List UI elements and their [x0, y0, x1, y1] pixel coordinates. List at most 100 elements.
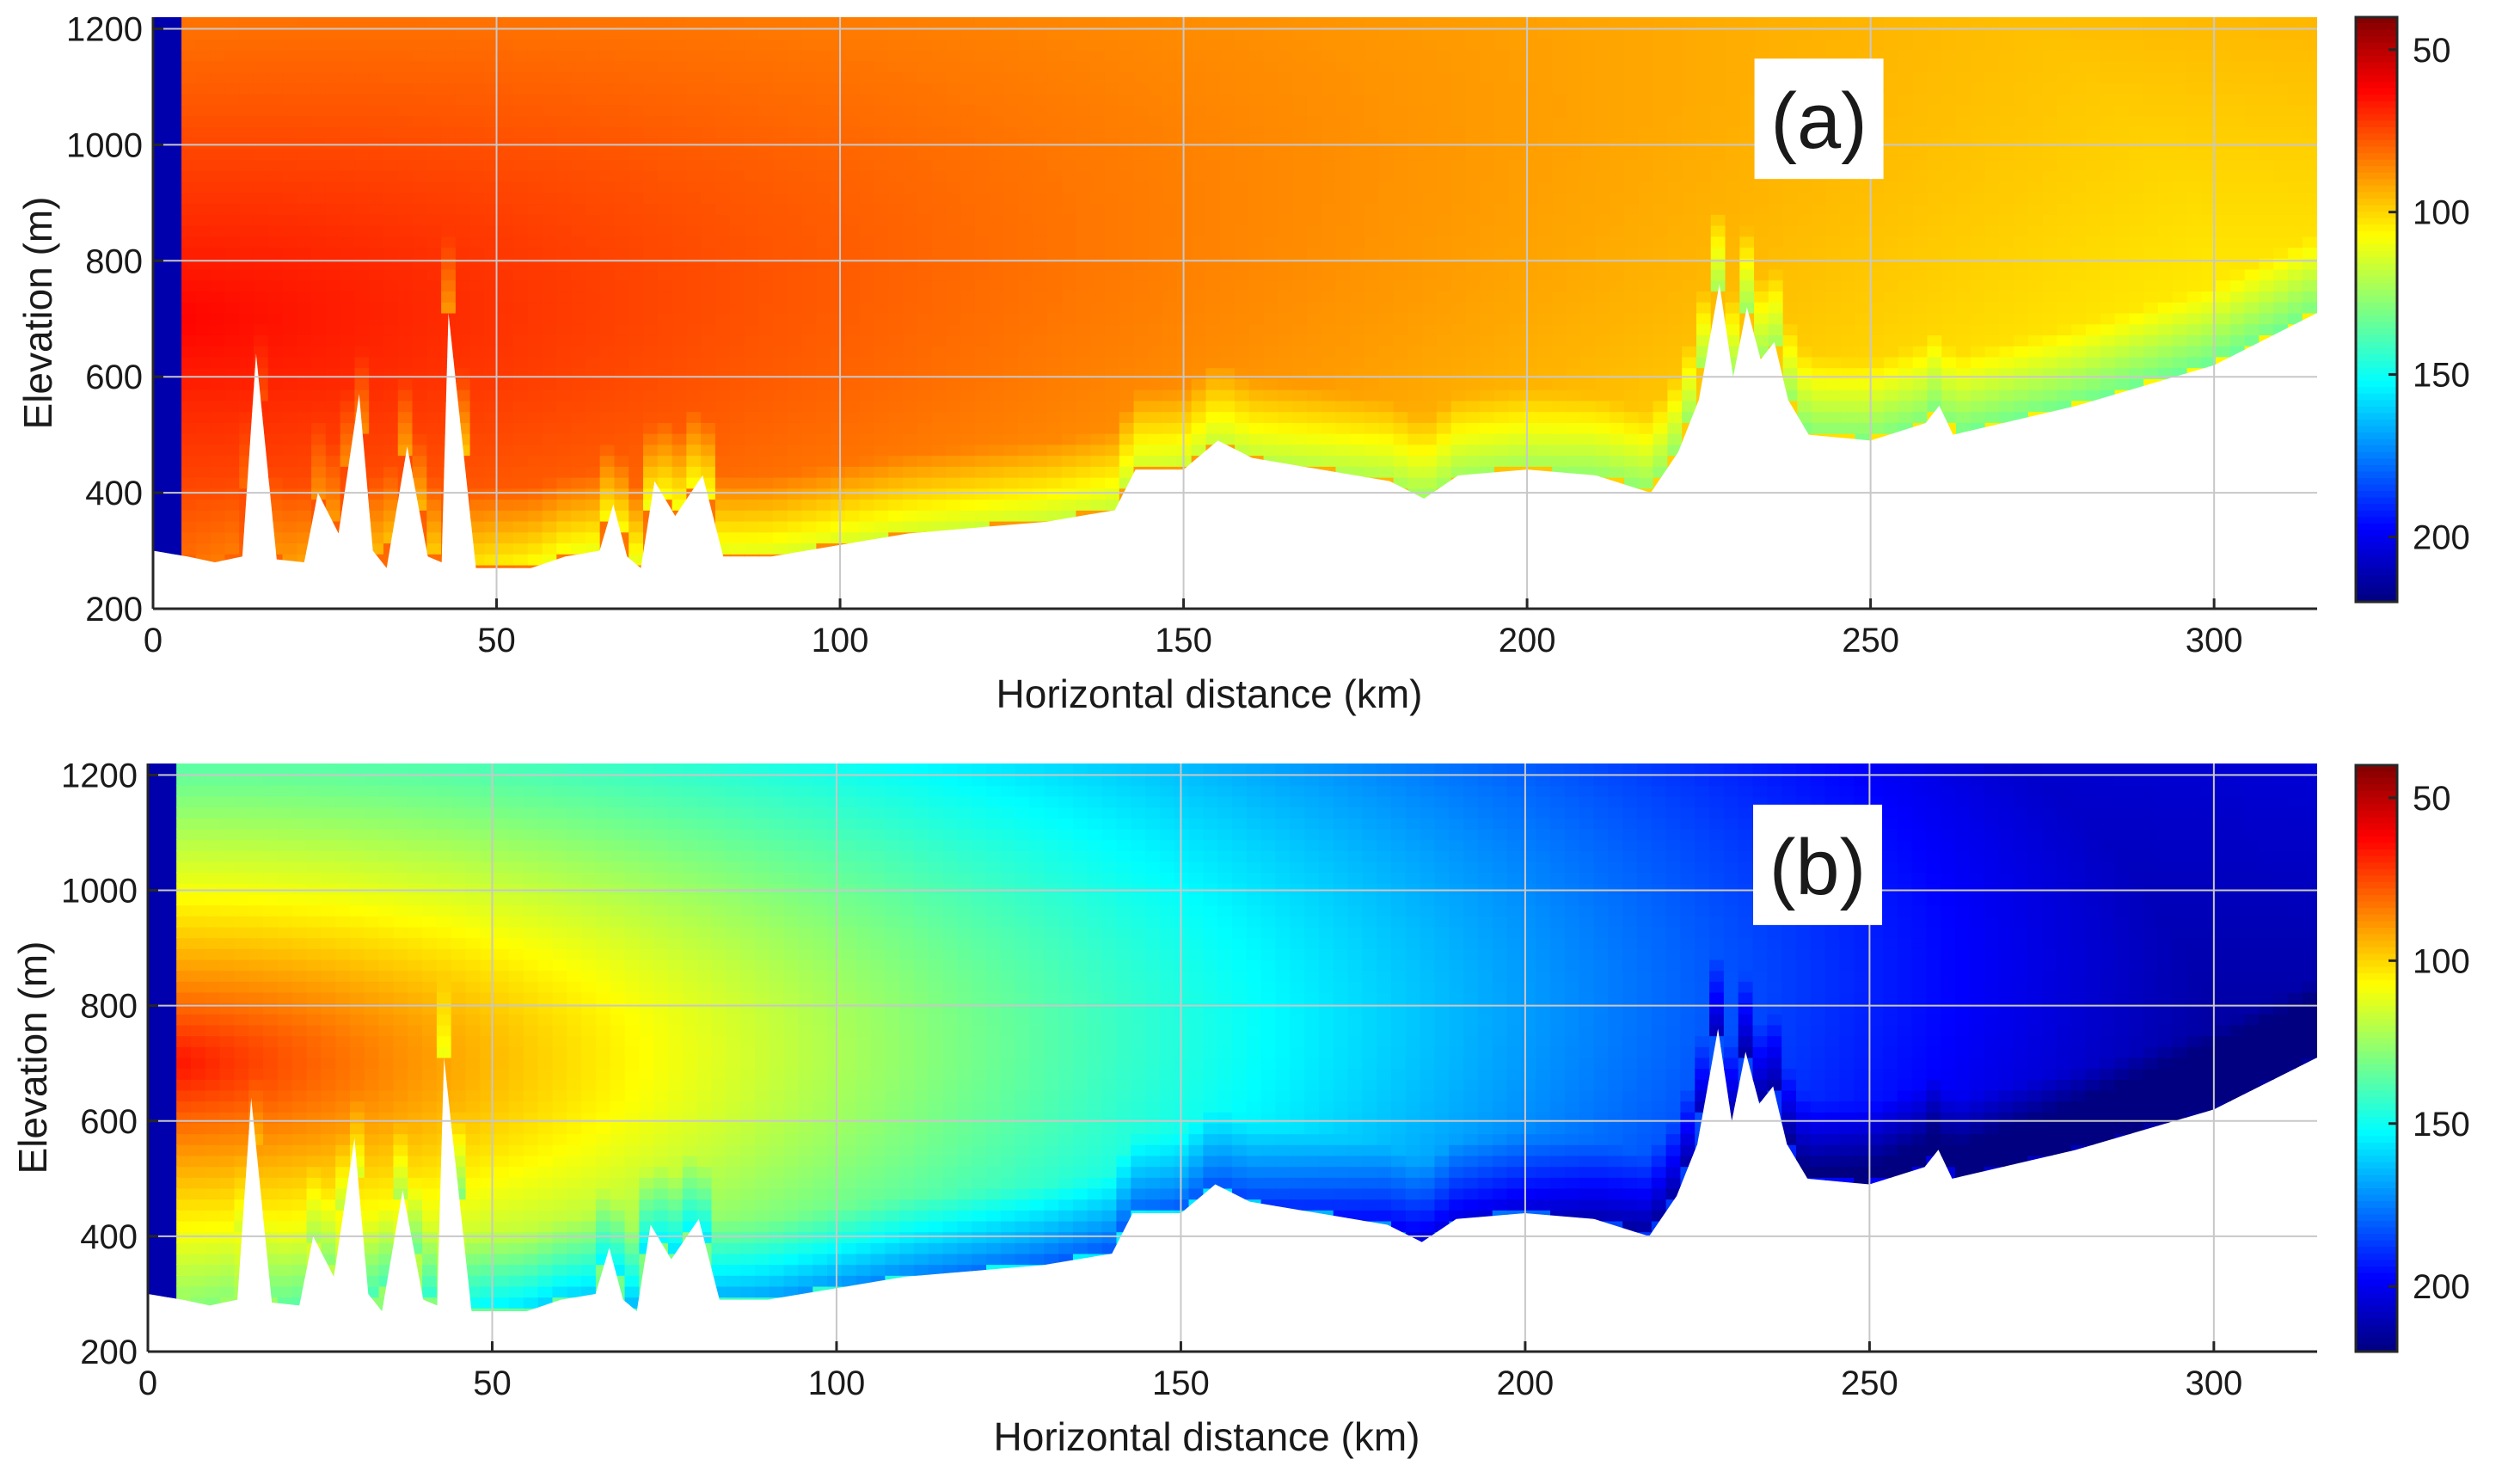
field-cell: [788, 279, 803, 291]
field-cell: [744, 258, 759, 270]
field-cell: [600, 466, 616, 478]
field-cell: [1307, 433, 1322, 445]
field-cell: [1047, 575, 1063, 587]
field-cell: [1249, 411, 1265, 423]
field-cell: [816, 94, 831, 106]
field-cell: [600, 433, 616, 445]
field-cell: [903, 433, 918, 445]
field-cell: [744, 115, 759, 127]
field-cell: [484, 115, 500, 127]
field-cell: [413, 83, 428, 95]
field-cell: [167, 115, 182, 127]
field-cell: [946, 159, 961, 171]
field-cell: [773, 269, 788, 281]
field-cell: [831, 433, 846, 445]
field-cell: [1292, 575, 1308, 587]
field-cell: [788, 291, 803, 303]
field-cell: [990, 258, 1005, 270]
field-cell: [1278, 313, 1293, 325]
field-cell: [1465, 291, 1481, 303]
field-cell: [1090, 247, 1106, 259]
field-cell: [528, 181, 543, 193]
field-cell: [1350, 159, 1365, 171]
field-cell: [1062, 334, 1077, 346]
field-cell: [831, 455, 846, 467]
field-cell: [744, 313, 759, 325]
field-cell: [845, 313, 861, 325]
field-cell: [1465, 466, 1481, 478]
field-cell: [701, 400, 716, 412]
field-cell: [1422, 192, 1438, 204]
field-cell: [1364, 181, 1380, 193]
field-cell: [456, 302, 471, 314]
field-cell: [1307, 586, 1322, 598]
field-cell: [629, 598, 644, 610]
field-cell: [1292, 586, 1308, 598]
field-cell: [1177, 586, 1193, 598]
field-cell: [1235, 411, 1250, 423]
field-cell: [1307, 50, 1322, 62]
field-cell: [715, 466, 731, 478]
field-cell: [1177, 499, 1193, 511]
field-cell: [1162, 455, 1178, 467]
field-cell: [932, 104, 947, 116]
field-cell: [946, 225, 961, 237]
field-cell: [975, 148, 990, 160]
field-cell: [1249, 17, 1265, 29]
field-cell: [845, 455, 861, 467]
field-cell: [196, 586, 212, 598]
field-cell: [311, 411, 327, 423]
field-cell: [860, 71, 875, 83]
field-cell: [1062, 279, 1077, 291]
field-cell: [744, 521, 759, 533]
field-cell: [1192, 531, 1207, 543]
field-cell: [845, 477, 861, 489]
field-cell: [571, 83, 586, 95]
field-cell: [1249, 356, 1265, 368]
field-cell: [614, 433, 629, 445]
field-cell: [1047, 269, 1063, 281]
field-cell: [196, 389, 212, 402]
field-cell: [1220, 71, 1236, 83]
field-cell: [211, 39, 226, 51]
field-cell: [1090, 356, 1106, 368]
field-cell: [1076, 236, 1091, 248]
field-cell: [499, 71, 514, 83]
field-cell: [1292, 422, 1308, 434]
field-cell: [499, 586, 514, 598]
field-cell: [1220, 83, 1236, 95]
field-cell: [1379, 94, 1395, 106]
field-cell: [470, 192, 486, 204]
field-cell: [1018, 115, 1033, 127]
field-cell: [1148, 71, 1163, 83]
field-cell: [1465, 60, 1481, 72]
field-cell: [1407, 400, 1423, 412]
field-cell: [1437, 71, 1452, 83]
field-cell: [1076, 94, 1091, 106]
field-cell: [686, 17, 702, 29]
field-cell: [672, 586, 688, 598]
field-cell: [1335, 236, 1351, 248]
field-cell: [1220, 543, 1236, 555]
field-cell: [1379, 488, 1395, 500]
field-cell: [686, 411, 702, 423]
field-cell: [268, 400, 284, 412]
field-cell: [586, 39, 601, 51]
field-cell: [888, 138, 904, 150]
field-cell: [1422, 50, 1438, 62]
field-cell: [470, 269, 486, 281]
field-cell: [1205, 225, 1221, 237]
field-cell: [470, 71, 486, 83]
field-cell: [1322, 302, 1337, 314]
field-cell: [340, 302, 356, 314]
field-cell: [701, 192, 716, 204]
field-cell: [283, 422, 298, 434]
field-cell: [354, 356, 370, 368]
field-cell: [196, 279, 212, 291]
field-cell: [340, 575, 356, 587]
field-cell: [1105, 433, 1120, 445]
field-cell: [456, 60, 471, 72]
field-cell: [470, 291, 486, 303]
field-cell: [629, 148, 644, 160]
field-cell: [297, 444, 312, 456]
